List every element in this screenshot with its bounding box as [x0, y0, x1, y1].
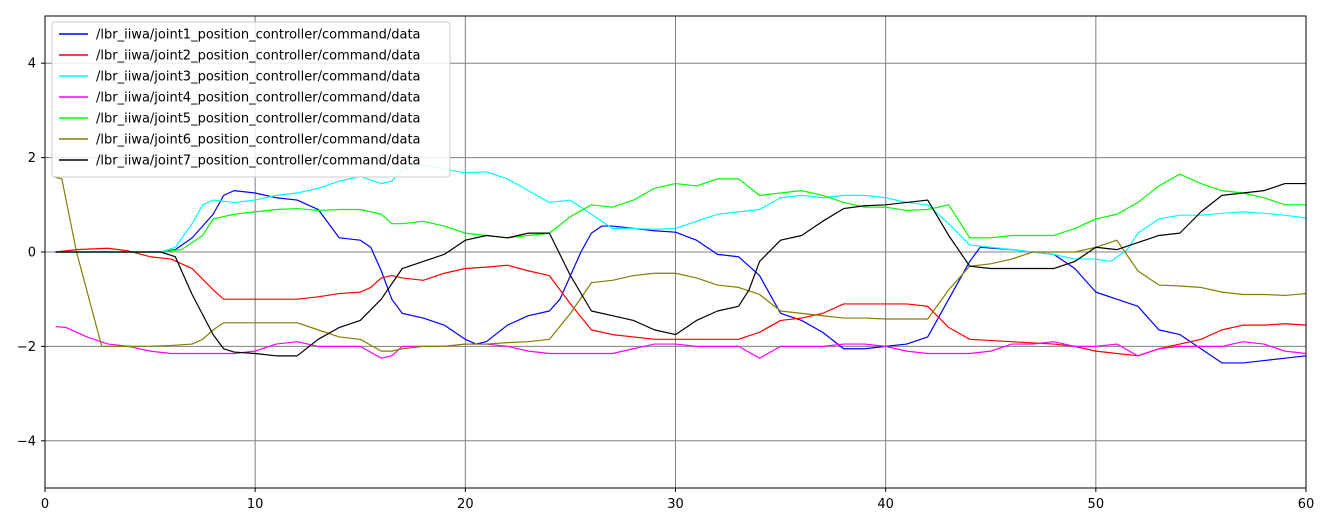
x-tick-label: 10 [247, 497, 264, 512]
series-line-joint7 [55, 182, 1306, 357]
x-tick-label: 0 [41, 497, 49, 512]
x-tick-label: 40 [877, 497, 894, 512]
series-line-joint2 [55, 247, 1307, 357]
legend-label-joint7: /lbr_iiwa/joint7_position_controller/com… [96, 154, 421, 169]
legend-label-joint5: /lbr_iiwa/joint5_position_controller/com… [96, 112, 421, 127]
legend-label-joint4: /lbr_iiwa/joint4_position_controller/com… [96, 91, 421, 106]
series-lines [55, 164, 1307, 364]
y-tick-label: 4 [28, 57, 36, 72]
legend-label-joint3: /lbr_iiwa/joint3_position_controller/com… [96, 70, 421, 85]
axes: 0 10 20 30 40 50 60 −4 −2 0 2 4 [17, 15, 1315, 512]
y-tick-label: −4 [17, 434, 36, 449]
series-line-joint6 [55, 176, 1307, 352]
legend-box [51, 21, 451, 178]
series-line-joint1 [55, 190, 1307, 364]
x-tick-label: 60 [1298, 497, 1315, 512]
y-tick-label: 0 [28, 246, 36, 261]
x-tick-label: 30 [667, 497, 684, 512]
legend: /lbr_iiwa/joint1_position_controller/com… [51, 21, 451, 178]
y-tick-label: −2 [17, 340, 36, 355]
series-line-joint3 [55, 164, 1307, 263]
legend-label-joint2: /lbr_iiwa/joint2_position_controller/com… [96, 49, 421, 64]
y-tick-label: 2 [28, 151, 36, 166]
legend-label-joint1: /lbr_iiwa/joint1_position_controller/com… [96, 28, 421, 43]
series-line-joint5 [55, 173, 1306, 253]
x-tick-label: 20 [457, 497, 474, 512]
legend-label-joint6: /lbr_iiwa/joint6_position_controller/com… [96, 133, 421, 148]
x-tick-label: 50 [1088, 497, 1105, 512]
series-line-joint4 [55, 325, 1307, 359]
